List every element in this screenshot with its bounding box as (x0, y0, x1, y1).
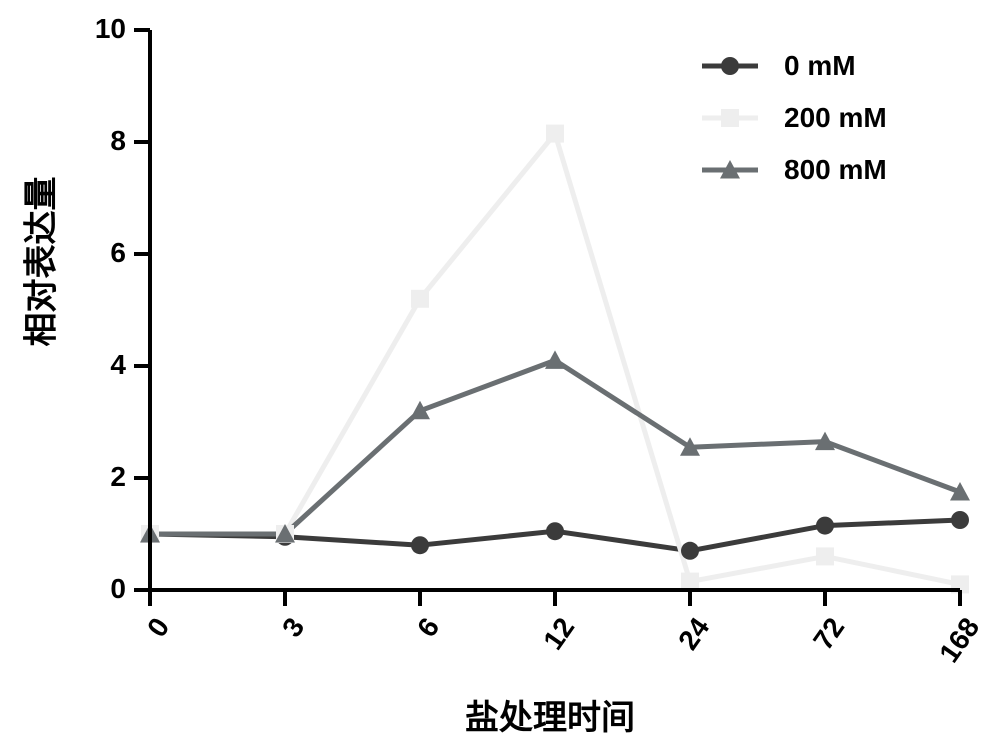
series-marker-circle (816, 517, 834, 535)
legend-label: 800 mM (784, 154, 887, 186)
series-marker-square (816, 547, 834, 565)
y-axis-label: 相对表达量 (14, 287, 63, 347)
series-line (150, 360, 960, 534)
series-marker-square (681, 573, 699, 591)
legend-label: 0 mM (784, 50, 856, 82)
y-tick-label: 10 (95, 13, 126, 45)
y-tick-label: 2 (110, 461, 126, 493)
legend-entry: 800 mM (700, 154, 887, 186)
y-tick-label: 6 (110, 237, 126, 269)
series-marker-circle (681, 542, 699, 560)
y-tick-label: 0 (110, 573, 126, 605)
series-marker-circle (411, 536, 429, 554)
legend-entry: 200 mM (700, 102, 887, 134)
y-tick-label: 8 (110, 125, 126, 157)
x-axis-label: 盐处理时间 (465, 690, 635, 739)
series-marker-square (546, 125, 564, 143)
legend-label: 200 mM (784, 102, 887, 134)
series-marker-circle (951, 511, 969, 529)
series-marker-triangle (545, 350, 565, 369)
series-marker-circle (546, 522, 564, 540)
legend-entry: 0 mM (700, 50, 856, 82)
legend-swatch (700, 103, 770, 133)
legend-swatch (700, 155, 770, 185)
series-marker-square (411, 290, 429, 308)
y-tick-label: 4 (110, 349, 126, 381)
line-chart: 相对表达量 盐处理时间 02468100361224721680 mM200 m… (0, 0, 1000, 756)
legend-swatch (700, 51, 770, 81)
